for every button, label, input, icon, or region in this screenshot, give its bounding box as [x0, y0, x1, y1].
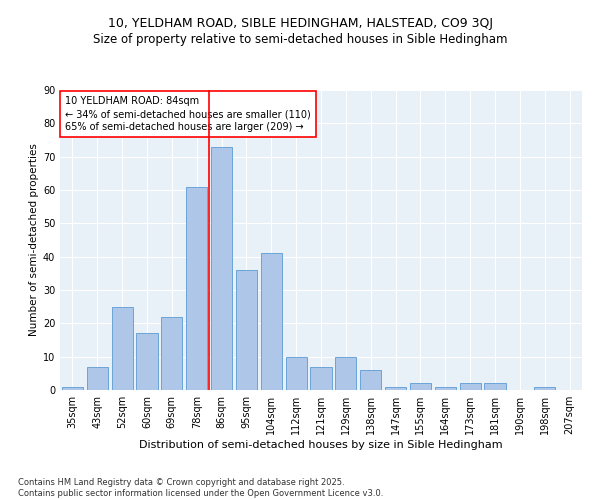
Bar [261, 254, 282, 390]
Bar [161, 316, 182, 390]
Text: 10 YELDHAM ROAD: 84sqm
← 34% of semi-detached houses are smaller (110)
65% of se: 10 YELDHAM ROAD: 84sqm ← 34% of semi-det… [65, 96, 311, 132]
Bar [410, 384, 431, 390]
Bar [87, 366, 108, 390]
Bar [360, 370, 381, 390]
Bar [186, 186, 207, 390]
Text: Size of property relative to semi-detached houses in Sible Hedingham: Size of property relative to semi-detach… [93, 32, 507, 46]
Bar [136, 334, 158, 390]
Bar [385, 386, 406, 390]
Bar [236, 270, 257, 390]
Bar [211, 146, 232, 390]
Bar [460, 384, 481, 390]
Bar [112, 306, 133, 390]
Bar [310, 366, 332, 390]
Bar [534, 386, 555, 390]
Bar [435, 386, 456, 390]
Bar [62, 386, 83, 390]
Bar [335, 356, 356, 390]
Bar [484, 384, 506, 390]
Y-axis label: Number of semi-detached properties: Number of semi-detached properties [29, 144, 38, 336]
Text: Contains HM Land Registry data © Crown copyright and database right 2025.
Contai: Contains HM Land Registry data © Crown c… [18, 478, 383, 498]
X-axis label: Distribution of semi-detached houses by size in Sible Hedingham: Distribution of semi-detached houses by … [139, 440, 503, 450]
Bar [286, 356, 307, 390]
Text: 10, YELDHAM ROAD, SIBLE HEDINGHAM, HALSTEAD, CO9 3QJ: 10, YELDHAM ROAD, SIBLE HEDINGHAM, HALST… [107, 18, 493, 30]
